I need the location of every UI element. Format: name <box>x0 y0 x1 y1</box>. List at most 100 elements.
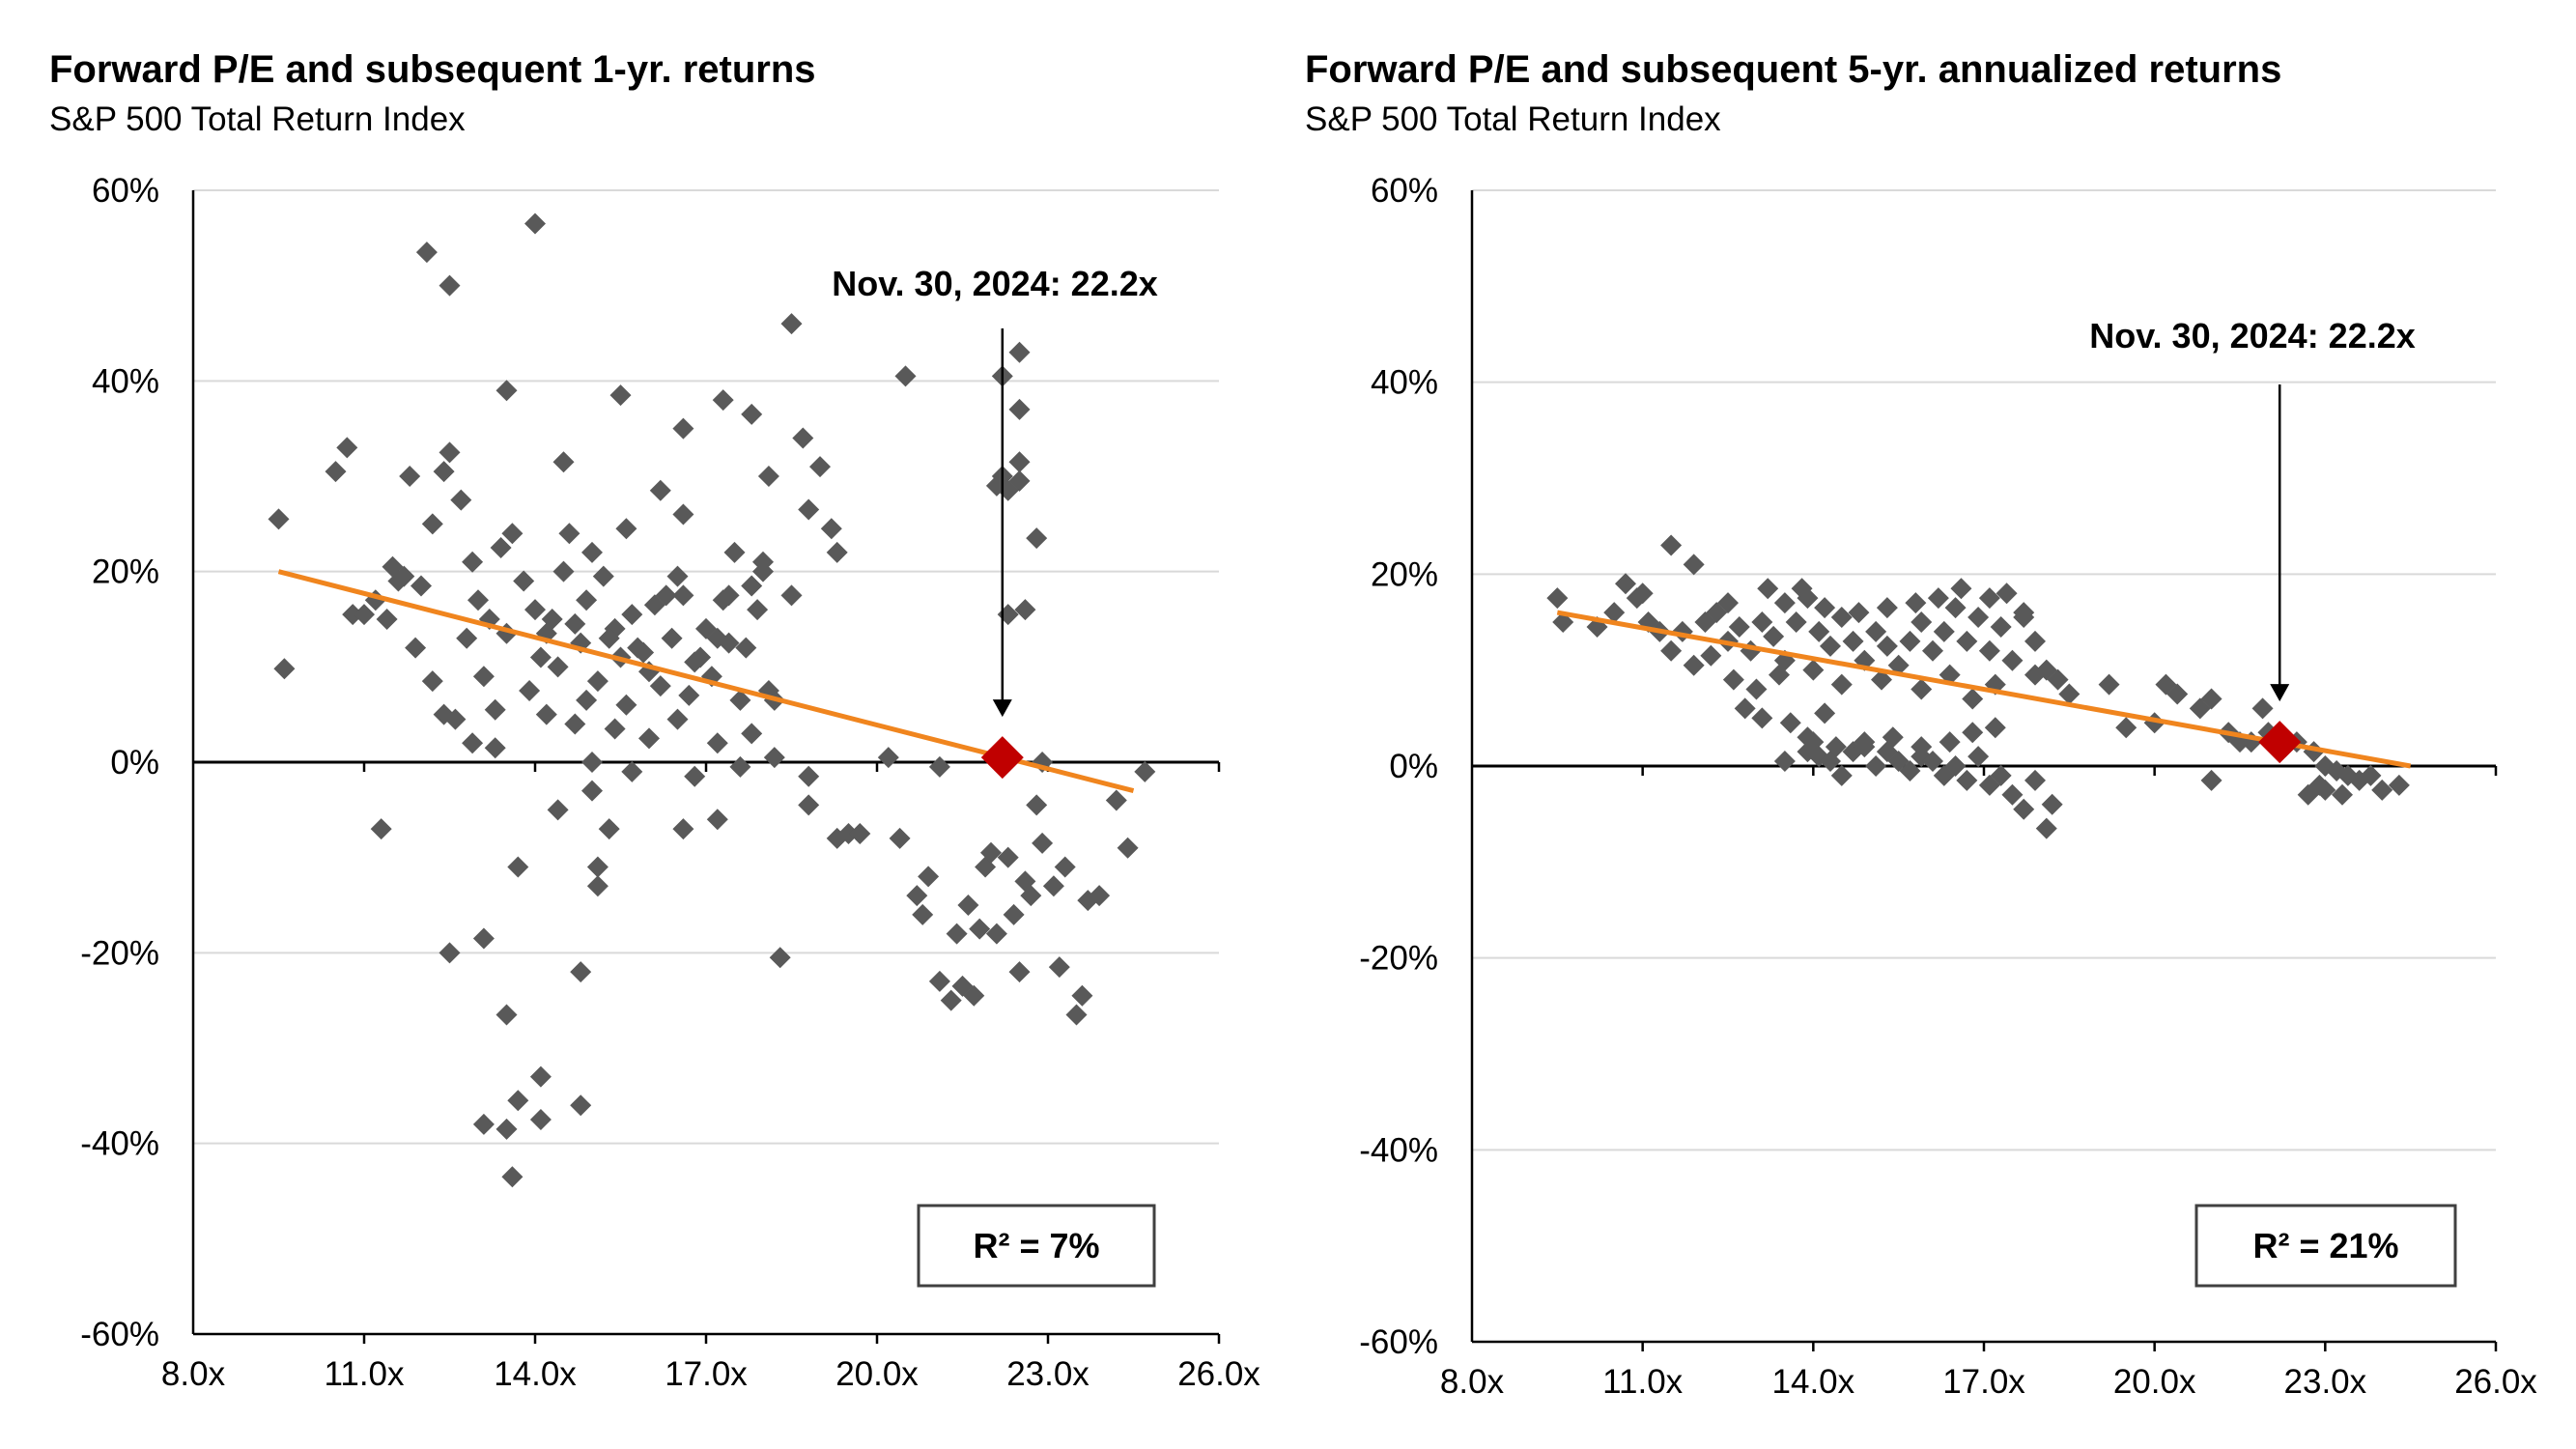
data-point <box>1008 341 1031 363</box>
data-point <box>513 570 535 592</box>
data-point <box>1773 592 1796 614</box>
data-point <box>1700 644 1722 667</box>
data-point <box>439 274 461 297</box>
data-point <box>1683 654 1705 676</box>
data-point <box>1996 582 2018 605</box>
data-point <box>2041 793 2063 815</box>
data-point <box>1848 602 1870 624</box>
data-point <box>507 1090 529 1112</box>
x-tick-label: 11.0x <box>324 1355 405 1393</box>
data-point <box>2001 783 2024 806</box>
data-point <box>1026 527 1048 550</box>
data-point <box>1054 856 1076 878</box>
data-point <box>1751 611 1773 633</box>
data-point <box>2308 774 2331 796</box>
x-tick-label: 14.0x <box>1772 1363 1855 1401</box>
data-point <box>985 923 1007 945</box>
data-point <box>735 637 757 659</box>
data-point <box>621 604 643 626</box>
data-point <box>547 656 569 678</box>
data-point <box>1933 764 1955 786</box>
data-point <box>1631 582 1654 605</box>
data-point <box>951 975 974 997</box>
data-point <box>2024 664 2046 686</box>
data-point <box>747 599 769 621</box>
data-point <box>564 713 586 735</box>
data-point <box>1905 592 1927 614</box>
data-point <box>325 461 347 483</box>
data-point <box>1944 755 1967 777</box>
data-point <box>1871 668 1892 691</box>
data-point <box>757 466 779 487</box>
data-point <box>1854 649 1876 671</box>
data-point <box>615 518 637 540</box>
data-point <box>877 747 899 769</box>
chart-subtitle: S&P 500 Total Return Index <box>1305 100 1721 138</box>
data-point <box>2013 798 2035 820</box>
data-point <box>997 604 1019 626</box>
data-point <box>547 799 569 821</box>
data-point <box>1814 702 1836 724</box>
data-point <box>1734 697 1756 720</box>
data-point <box>678 684 700 706</box>
data-point <box>1779 712 1801 734</box>
data-point <box>1978 639 2000 662</box>
data-point <box>2251 697 2274 720</box>
data-point <box>672 584 694 607</box>
data-point <box>809 456 831 478</box>
data-point <box>1830 607 1853 629</box>
data-point <box>2058 683 2081 705</box>
data-point <box>2314 755 2336 777</box>
data-point <box>1603 602 1626 624</box>
data-point <box>2371 779 2393 801</box>
data-point <box>495 1118 518 1140</box>
data-point <box>1927 587 1949 610</box>
data-point <box>1728 615 1750 638</box>
data-point <box>1876 635 1898 657</box>
data-point <box>450 489 472 511</box>
data-point <box>552 560 575 582</box>
y-tick-label: 40% <box>92 362 159 400</box>
chart-title: Forward P/E and subsequent 1-yr. returns <box>49 48 816 91</box>
data-point <box>1802 659 1825 681</box>
data-point <box>495 380 518 402</box>
data-point <box>826 827 848 849</box>
data-point <box>820 518 842 540</box>
data-point <box>586 670 609 693</box>
data-point <box>415 242 438 264</box>
data-point <box>672 818 694 840</box>
data-point <box>661 627 683 649</box>
data-point <box>1615 573 1636 595</box>
x-tick-label: 23.0x <box>2284 1363 2367 1401</box>
data-point <box>1717 592 1739 614</box>
x-tick-label: 14.0x <box>494 1355 577 1393</box>
data-point <box>1020 885 1042 907</box>
data-point <box>957 895 979 916</box>
data-point <box>1967 607 1990 629</box>
data-point <box>387 570 410 592</box>
x-tick-label: 20.0x <box>2113 1363 2196 1401</box>
data-point <box>1865 620 1887 642</box>
data-point <box>1820 635 1841 657</box>
data-point <box>1089 885 1111 907</box>
data-point <box>1802 731 1825 753</box>
data-point <box>564 612 586 635</box>
data-point <box>1842 630 1864 652</box>
y-tick-label: 60% <box>1371 172 1438 210</box>
data-point <box>666 708 689 730</box>
data-point <box>354 604 375 626</box>
data-point <box>2200 769 2222 791</box>
data-point <box>1757 578 1779 600</box>
data-point <box>2024 769 2046 791</box>
data-point <box>1763 625 1785 647</box>
data-point <box>1048 956 1070 979</box>
data-point <box>462 551 484 573</box>
data-point <box>718 584 740 607</box>
data-point <box>410 575 432 597</box>
data-point <box>524 213 546 235</box>
data-point <box>439 441 461 464</box>
data-point <box>906 885 928 907</box>
current-point-marker <box>2258 721 2302 764</box>
data-point <box>421 513 443 535</box>
data-point <box>444 708 467 730</box>
